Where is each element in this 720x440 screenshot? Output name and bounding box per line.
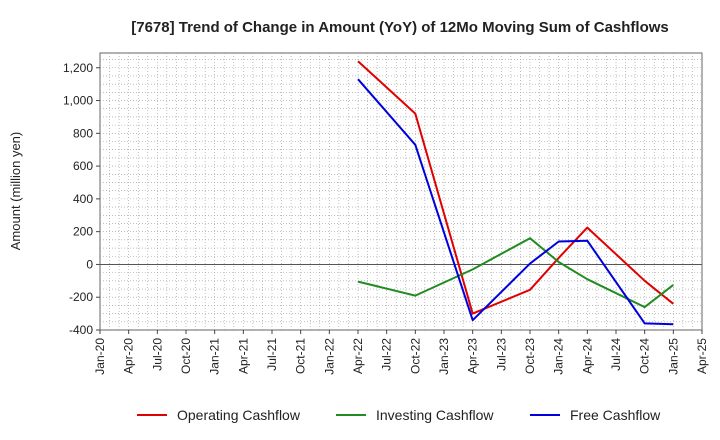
- x-tick-label: Apr-21: [236, 338, 250, 374]
- grid-lines: [99, 52, 703, 331]
- y-tick-label: 200: [73, 225, 93, 239]
- x-tick-label: Oct-23: [523, 338, 537, 374]
- x-tick-label: Jan-23: [437, 338, 451, 375]
- y-tick-label: -400: [69, 323, 93, 337]
- legend-label: Free Cashflow: [570, 407, 661, 423]
- x-tick-label: Jan-24: [552, 338, 566, 375]
- y-tick-label: 0: [86, 257, 93, 271]
- series-line-operating-cashflow: [357, 60, 674, 315]
- x-tick-label: Jul-21: [265, 338, 279, 371]
- axes: -400 -200 0 200 400 600 800 1,000 1,200 Jan-20 Apr…: [63, 61, 709, 375]
- x-tick-label: Apr-20: [122, 338, 136, 374]
- series-lines: [357, 60, 674, 326]
- x-tick-label: Apr-23: [466, 338, 480, 374]
- x-tick-label: Oct-20: [179, 338, 193, 374]
- chart-title: [7678] Trend of Change in Amount (YoY) o…: [131, 19, 669, 36]
- plot-area: [99, 52, 703, 331]
- x-tick-label: Apr-25: [695, 338, 709, 374]
- series-line-investing-cashflow: [357, 237, 674, 309]
- x-tick-label: Jan-21: [208, 338, 222, 375]
- x-tick-label: Jul-23: [494, 338, 508, 371]
- y-tick-label: 1,200: [63, 61, 93, 75]
- y-tick-label: 400: [73, 192, 93, 206]
- legend-label: Operating Cashflow: [177, 407, 301, 423]
- y-tick-label: 600: [73, 159, 93, 173]
- x-tick-label: Jan-22: [322, 338, 336, 375]
- x-tick-label: Oct-21: [294, 338, 308, 374]
- y-tick-label: -200: [69, 290, 93, 304]
- y-axis-label: Amount (million yen): [8, 132, 23, 251]
- y-tick-label: 800: [73, 126, 93, 140]
- x-tick-label: Jul-22: [380, 338, 394, 371]
- x-tick-label: Apr-24: [580, 338, 594, 374]
- x-tick-label: Apr-22: [351, 338, 365, 374]
- series-line-free-cashflow: [357, 78, 674, 326]
- x-tick-label: Jan-25: [666, 338, 680, 375]
- x-tick-label: Jan-20: [93, 338, 107, 375]
- x-tick-label: Oct-22: [408, 338, 422, 374]
- x-tick-label: Oct-24: [638, 338, 652, 374]
- x-tick-label: Jul-20: [150, 338, 164, 371]
- legend-label: Investing Cashflow: [376, 407, 494, 423]
- y-tick-label: 1,000: [63, 94, 93, 108]
- legend: Operating Cashflow Investing Cashflow Free…: [137, 407, 661, 423]
- x-tick-label: Jul-24: [609, 338, 623, 371]
